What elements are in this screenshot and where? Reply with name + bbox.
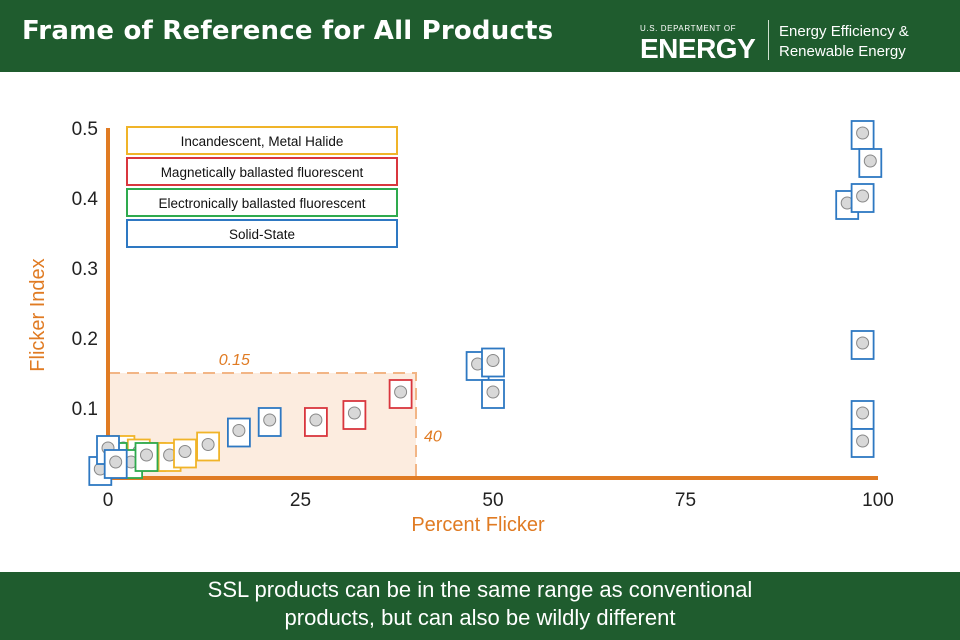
eere-text: Energy Efficiency & Renewable Energy: [779, 22, 909, 62]
footer-bar: SSL products can be in the same range as…: [0, 572, 960, 640]
bulb-icon: [486, 385, 500, 399]
legend-box-solid_state: [126, 219, 398, 248]
footer-caption: SSL products can be in the same range as…: [0, 576, 960, 632]
x-tick-label: 25: [290, 490, 311, 511]
bulb-icon: [863, 154, 877, 168]
legend-label-electronic: Electronically ballasted fluorescent: [158, 196, 365, 211]
slide-title: Frame of Reference for All Products: [22, 16, 554, 46]
bulb-icon: [309, 413, 323, 427]
bulb-icon: [856, 434, 870, 448]
header-bar: Frame of Reference for All Products U.S.…: [0, 0, 960, 72]
legend-box-incandescent: [126, 126, 398, 155]
bulb-icon: [486, 354, 500, 367]
legend-label-solid_state: Solid-State: [229, 227, 295, 242]
x-tick-label: 50: [482, 490, 503, 511]
bulb-icon: [140, 448, 153, 462]
y-tick-label: 0.4: [72, 189, 99, 210]
bulb-icon: [201, 438, 215, 451]
bulb-icon: [263, 413, 277, 427]
bulb-icon: [856, 406, 870, 420]
reference-x-label: 40: [424, 428, 442, 445]
y-tick-label: 0.5: [72, 119, 98, 140]
y-tick-label: 0.1: [72, 399, 98, 420]
eere-line-1: Energy Efficiency &: [779, 23, 909, 40]
legend-box-magnetic: [126, 157, 398, 186]
bulb-icon: [856, 126, 870, 140]
caption-line-2: products, but can also be wildly differe…: [284, 605, 676, 630]
bulb-icon: [347, 406, 361, 420]
y-axis-label: Flicker Index: [27, 258, 49, 371]
y-tick-label: 0.2: [72, 329, 98, 350]
legend-label-magnetic: Magnetically ballasted fluorescent: [161, 165, 364, 180]
x-axis-label: Percent Flicker: [411, 514, 545, 536]
logo-divider: [768, 20, 769, 60]
doe-logo-dept: U.S. DEPARTMENT OF: [640, 24, 737, 33]
legend-box-electronic: [126, 188, 398, 217]
caption-line-1: SSL products can be in the same range as…: [207, 577, 753, 602]
eere-line-2: Renewable Energy: [779, 43, 906, 60]
bulb-icon: [178, 445, 192, 458]
bulb-icon: [394, 385, 408, 399]
bulb-icon: [109, 455, 123, 469]
legend-label-incandescent: Incandescent, Metal Halide: [181, 134, 344, 149]
x-tick-label: 0: [103, 490, 114, 511]
y-tick-label: 0.3: [72, 259, 98, 280]
flicker-chart: 0.15 40 0 25 50 75 100 0.1 0.2 0.3 0.4 0.5 Percent F…: [27, 119, 894, 536]
bulb-icon: [856, 336, 870, 350]
bulb-icon: [856, 189, 870, 203]
bulb-icon: [232, 424, 246, 437]
reference-y-label: 0.15: [219, 352, 250, 369]
x-tick-label: 100: [862, 490, 894, 511]
x-tick-label: 75: [675, 490, 696, 511]
doe-logo-energy: ENERGY: [640, 33, 756, 64]
